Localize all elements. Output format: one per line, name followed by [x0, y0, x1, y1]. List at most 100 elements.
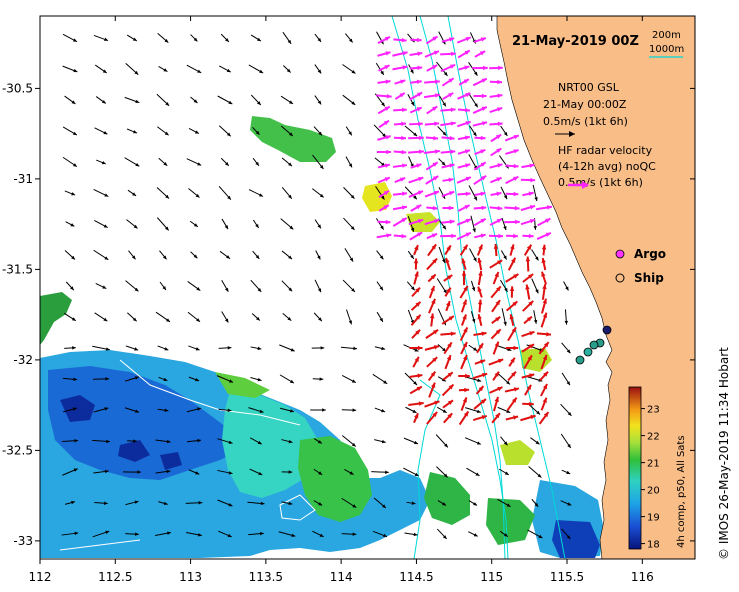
nrt-legend-line2: 21-May 00:00Z: [543, 98, 627, 111]
model-vector: [436, 528, 448, 540]
hf-vector-magenta: [441, 77, 455, 87]
hf-vector-red: [440, 331, 456, 336]
model-vector: [95, 282, 107, 290]
x-tick-label: 113: [179, 570, 202, 584]
hf-vector-red: [477, 299, 483, 313]
model-vector: [158, 376, 168, 382]
hf-vector-magenta: [490, 147, 502, 157]
hf-vector-magenta: [441, 37, 455, 43]
hf-vector-red: [536, 331, 552, 337]
sst-layer: [40, 116, 604, 558]
hf-vector-red: [442, 371, 454, 381]
model-vector: [437, 344, 447, 352]
model-vector: [217, 95, 233, 105]
nrt-legend-arrow-head: [569, 131, 575, 137]
x-tick-label: 115.5: [550, 570, 584, 584]
nrt-legend: NRT00 GSL 21-May 00:00Z 0.5m/s (1kt 6h): [543, 81, 628, 137]
hf-vector-magenta: [520, 204, 536, 212]
hf-vector-magenta: [424, 149, 440, 154]
model-vector: [158, 66, 168, 72]
hf-vector-red: [412, 356, 420, 368]
hf-radar-vectors: [376, 35, 553, 426]
model-vector: [560, 500, 572, 506]
ship-track-markers: [575, 325, 612, 365]
model-vector: [62, 156, 78, 168]
hf-vector-magenta: [425, 135, 439, 141]
hf-vector-magenta: [474, 50, 486, 58]
model-vector: [250, 437, 262, 445]
model-vector: [436, 61, 448, 77]
hf-vector-magenta: [378, 204, 390, 212]
model-vector: [403, 437, 419, 445]
model-vector: [464, 376, 482, 382]
model-vector: [315, 250, 321, 260]
hf-vector-red: [524, 384, 532, 396]
model-vector: [280, 125, 294, 137]
model-vector: [564, 309, 569, 325]
hf-vector-red: [521, 373, 535, 379]
model-vector: [405, 406, 417, 414]
hf-vector-magenta: [424, 121, 440, 127]
ship-marker: [583, 347, 593, 357]
hf-vector-magenta: [474, 148, 486, 156]
hf-vector-red: [538, 411, 550, 425]
hf-vector-red: [444, 287, 452, 297]
hf-vector-red: [443, 274, 453, 282]
hf-vector-magenta: [376, 233, 392, 239]
model-vector: [125, 345, 139, 351]
hf-vector-magenta: [426, 105, 438, 115]
model-vector: [404, 372, 418, 386]
model-vector: [155, 311, 171, 323]
hf-vector-red: [428, 298, 436, 314]
model-vector: [345, 156, 353, 168]
model-vector: [407, 250, 415, 260]
hf-vector-red: [444, 354, 452, 370]
model-vector: [468, 344, 478, 352]
model-vector: [92, 530, 110, 538]
y-axis: -30.5 -31 -31.5 -32 -32.5 -33: [2, 81, 695, 548]
hf-vector-red: [491, 316, 501, 324]
model-vector: [531, 278, 539, 294]
land-mass: [496, 16, 695, 559]
hf-vector-magenta: [489, 79, 503, 85]
model-vector: [500, 250, 508, 260]
hf-vector-magenta: [537, 217, 551, 227]
hf-vector-red: [541, 284, 547, 300]
hf-vector-magenta: [456, 176, 472, 184]
y-tick-label: -31.5: [2, 262, 33, 276]
y-tick-label: -32: [13, 353, 33, 367]
model-vector: [375, 186, 385, 200]
model-vector: [65, 221, 75, 227]
model-vector: [501, 217, 507, 231]
hf-vector-red: [460, 354, 468, 370]
model-vector: [280, 95, 294, 105]
hf-vector-magenta: [474, 191, 486, 197]
model-vector: [313, 500, 323, 506]
model-vector: [187, 311, 201, 323]
hf-vector-magenta: [456, 36, 472, 44]
model-velocity-vectors: [61, 31, 572, 540]
hf-vector-red: [428, 382, 436, 398]
hf-vector-red: [426, 257, 438, 271]
model-vector: [341, 532, 357, 536]
hf-vector-red: [522, 300, 534, 312]
x-tick-label: 112.5: [98, 570, 132, 584]
model-vector: [342, 279, 356, 293]
hf-vector-magenta: [474, 135, 486, 141]
model-vector: [470, 311, 476, 323]
hf-vector-red: [413, 244, 419, 256]
model-vector: [375, 218, 385, 230]
model-vector: [344, 33, 354, 43]
model-vector: [64, 95, 76, 105]
hf-vector-red: [506, 397, 518, 411]
hf-vector-magenta: [408, 176, 424, 184]
hf-vector-red: [505, 273, 519, 283]
hf-vector-magenta: [505, 175, 519, 185]
model-vector: [500, 279, 508, 293]
hf-vector-magenta: [457, 49, 471, 59]
hf-vector-magenta: [392, 65, 408, 71]
hf-vector-magenta: [441, 190, 455, 198]
hf-vector-red: [492, 371, 500, 381]
hf-vector-red: [523, 315, 533, 325]
model-vector: [312, 530, 324, 538]
